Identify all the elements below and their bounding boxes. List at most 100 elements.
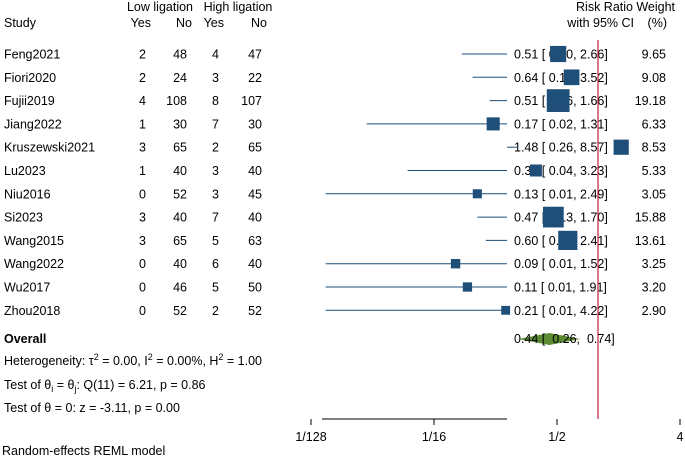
high-ligation-no: 47 — [248, 48, 262, 62]
high-ligation-yes: 6 — [212, 257, 219, 271]
low-ligation-no: 40 — [173, 257, 187, 271]
study-marker — [613, 139, 629, 155]
x-tick-label: 1/128 — [295, 430, 326, 444]
heterogeneity-text: Heterogeneity: τ2 = 0.00, I2 = 0.00%, H2… — [4, 352, 262, 368]
study-marker — [542, 206, 564, 228]
header: Study Low ligation High ligation Yes No … — [4, 0, 676, 30]
study-ci-text: 0.09 [ 0.01, 1.52] — [514, 257, 608, 271]
header-weight-line1: Weight — [636, 0, 675, 14]
high-ligation-no: 52 — [248, 304, 262, 318]
study-weight: 9.65 — [642, 48, 666, 62]
high-ligation-no: 40 — [248, 164, 262, 178]
study-marker — [472, 189, 482, 199]
high-ligation-yes: 3 — [212, 71, 219, 85]
low-ligation-no: 40 — [173, 164, 187, 178]
study-ci-text: 1.48 [ 0.26, 8.57] — [514, 141, 608, 155]
header-effect-line1: Risk Ratio — [576, 0, 633, 14]
header-effect-line2: with 95% CI — [566, 16, 634, 30]
homogeneity-test-text: Test of θi = θj: Q(11) = 6.21, p = 0.86 — [4, 378, 206, 394]
study-name: Zhou2018 — [4, 304, 60, 318]
high-ligation-no: 40 — [248, 257, 262, 271]
x-tick-label: 1/2 — [548, 430, 565, 444]
high-ligation-yes: 5 — [212, 281, 219, 295]
high-ligation-no: 30 — [248, 117, 262, 131]
high-ligation-no: 107 — [241, 94, 262, 108]
study-marker — [546, 89, 570, 112]
overall-row: Overall 0.44 [ 0.26, 0.74] — [4, 332, 615, 346]
study-row: Lu2023 1 40 3 40 0.35 [ 0.04, 3.23] 5.33 — [4, 164, 666, 178]
high-ligation-yes: 2 — [212, 141, 219, 155]
model-note: Random-effects REML model — [2, 444, 166, 458]
high-ligation-yes: 5 — [212, 234, 219, 248]
low-ligation-yes: 3 — [139, 141, 146, 155]
study-name: Wang2022 — [4, 257, 64, 271]
study-name: Si2023 — [4, 211, 43, 225]
study-weight: 19.18 — [635, 94, 666, 108]
low-ligation-yes: 1 — [139, 164, 146, 178]
study-name: Kruszewski2021 — [4, 141, 95, 155]
effect-test-text: Test of θ = 0: z = -3.11, p = 0.00 — [4, 401, 180, 415]
high-ligation-no: 63 — [248, 234, 262, 248]
low-ligation-no: 52 — [173, 187, 187, 201]
study-ci-text: 0.11 [ 0.01, 1.91] — [514, 281, 607, 295]
low-ligation-yes: 0 — [139, 281, 146, 295]
high-ligation-yes: 3 — [212, 187, 219, 201]
low-ligation-no: 46 — [173, 281, 187, 295]
low-ligation-yes: 1 — [139, 117, 146, 131]
study-weight: 15.88 — [635, 211, 666, 225]
study-marker — [550, 45, 567, 63]
study-weight: 2.90 — [642, 304, 666, 318]
study-marker — [486, 117, 500, 131]
low-ligation-no: 65 — [173, 234, 187, 248]
study-weight: 3.05 — [642, 187, 666, 201]
low-ligation-no: 24 — [173, 71, 187, 85]
study-weight: 9.08 — [642, 71, 666, 85]
study-row: Fiori2020 2 24 3 22 0.64 [ 0.12, 3.52] 9.08 — [4, 71, 666, 85]
x-tick-label: 1/16 — [422, 430, 446, 444]
header-high-yes: Yes — [204, 16, 224, 30]
header-high-no: No — [251, 16, 267, 30]
overall-ci-text: 0.44 [ 0.26, 0.74] — [514, 332, 615, 346]
high-ligation-yes: 4 — [212, 48, 219, 62]
study-weight: 5.33 — [642, 164, 666, 178]
study-weight: 8.53 — [642, 141, 666, 155]
study-marker — [501, 305, 511, 315]
study-marker — [462, 282, 473, 292]
low-ligation-yes: 0 — [139, 187, 146, 201]
low-ligation-yes: 2 — [139, 48, 146, 62]
study-marker — [563, 69, 580, 86]
study-name: Niu2016 — [4, 187, 51, 201]
low-ligation-yes: 2 — [139, 71, 146, 85]
header-study: Study — [4, 16, 37, 30]
overall-label: Overall — [4, 332, 46, 346]
low-ligation-yes: 3 — [139, 234, 146, 248]
high-ligation-yes: 7 — [212, 211, 219, 225]
study-name: Fujii2019 — [4, 94, 55, 108]
study-ci-text: 0.17 [ 0.02, 1.31] — [514, 117, 608, 131]
study-weight: 6.33 — [642, 117, 666, 131]
low-ligation-yes: 0 — [139, 257, 146, 271]
study-row: Kruszewski2021 3 65 2 65 1.48 [ 0.26, 8.57] 8.… — [4, 141, 666, 155]
overall-diamond — [518, 333, 581, 345]
study-marker — [558, 230, 578, 250]
study-row: Niu2016 0 52 3 45 0.13 [ 0.01, 2.49] 3.05 — [4, 187, 666, 201]
study-ci-text: 0.64 [ 0.12, 3.52] — [514, 71, 608, 85]
low-ligation-yes: 0 — [139, 304, 146, 318]
header-low-ligation: Low ligation — [127, 0, 193, 14]
high-ligation-yes: 2 — [212, 304, 219, 318]
high-ligation-no: 50 — [248, 281, 262, 295]
header-weight-line2: (%) — [648, 16, 667, 30]
plot-marks — [325, 40, 629, 419]
study-name: Wang2015 — [4, 234, 64, 248]
low-ligation-no: 108 — [166, 94, 187, 108]
study-weight: 3.25 — [642, 257, 666, 271]
high-ligation-no: 40 — [248, 211, 262, 225]
study-ci-text: 0.35 [ 0.04, 3.23] — [514, 164, 608, 178]
header-low-no: No — [176, 16, 192, 30]
study-name: Wu2017 — [4, 281, 50, 295]
x-axis: 1/128 1/16 1/2 4 — [295, 418, 684, 444]
